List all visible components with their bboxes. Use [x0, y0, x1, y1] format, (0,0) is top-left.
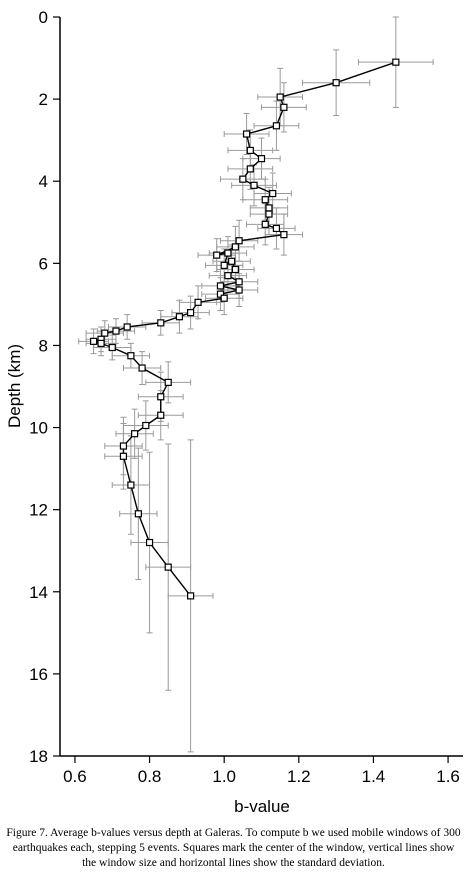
- data-point: [101, 329, 109, 337]
- data-point: [280, 230, 288, 239]
- data-point: [112, 327, 120, 335]
- data-point: [119, 452, 128, 460]
- y-tick-label: 6: [39, 254, 48, 273]
- x-tick-label: 1.0: [212, 767, 236, 786]
- data-point: [187, 309, 195, 317]
- data-point: [265, 210, 273, 218]
- y-tick-label: 10: [29, 419, 48, 438]
- data-point: [97, 339, 105, 347]
- y-axis-label: Depth (km): [5, 344, 24, 428]
- chart: Depth (km) b-value 0 2 4 6 8 10 12 14 16 18 0.6 0.8…: [5, 8, 463, 816]
- data-point: [157, 393, 165, 401]
- data-point: [220, 261, 228, 269]
- data-point: [157, 319, 165, 327]
- y-tick-label: 14: [29, 583, 48, 602]
- data-point: [145, 538, 154, 547]
- data-point: [392, 58, 400, 66]
- x-tick-label: 1.2: [287, 767, 311, 786]
- data-point: [231, 243, 239, 251]
- x-tick-label: 0.6: [63, 767, 87, 786]
- x-tick-label: 1.6: [436, 767, 460, 786]
- data-point: [332, 79, 340, 87]
- data-point: [220, 294, 228, 302]
- data-point: [108, 343, 116, 352]
- data-point: [235, 278, 243, 286]
- data-point: [224, 272, 232, 280]
- data-point: [246, 165, 254, 173]
- y-tick-label: 8: [39, 336, 48, 355]
- data-point: [272, 224, 281, 233]
- data-point: [224, 249, 232, 257]
- data-point: [123, 323, 131, 331]
- caption: Figure 7. Average b-values versus depth …: [6, 827, 461, 869]
- data-point: [231, 265, 239, 274]
- data-point: [272, 122, 281, 130]
- data-point: [131, 430, 139, 438]
- data-point: [280, 103, 288, 111]
- data-point: [213, 251, 221, 259]
- data-point: [175, 313, 184, 321]
- data-point: [164, 563, 172, 571]
- data-point: [138, 364, 146, 372]
- data-point: [127, 352, 135, 360]
- data-point: [235, 237, 243, 245]
- data-point: [250, 181, 258, 189]
- data-point: [261, 196, 269, 204]
- data-point: [216, 290, 225, 298]
- data-point: [164, 378, 172, 386]
- data-point: [89, 337, 98, 345]
- data-point: [242, 130, 251, 138]
- data-point: [119, 442, 128, 450]
- data-point: [269, 189, 277, 198]
- data-point: [194, 298, 202, 306]
- data-point: [134, 510, 142, 518]
- data-point: [261, 220, 269, 228]
- y-tick-label: 0: [39, 8, 48, 27]
- x-axis-label: b-value: [234, 797, 290, 816]
- data-point: [228, 257, 236, 265]
- data-point: [216, 282, 225, 290]
- data-point: [257, 155, 266, 163]
- data-point: [246, 146, 254, 155]
- x-tick-label: 1.4: [362, 767, 386, 786]
- data-point: [239, 175, 247, 183]
- data-point: [265, 204, 273, 212]
- data-point: [157, 411, 165, 419]
- x-tick-label: 0.8: [138, 767, 162, 786]
- data-point: [187, 592, 195, 600]
- y-tick-label: 12: [29, 501, 48, 520]
- y-tick-label: 4: [39, 172, 48, 191]
- data-point: [127, 481, 135, 489]
- y-tick-label: 2: [39, 90, 48, 109]
- data-point: [142, 421, 150, 430]
- data-point: [276, 93, 284, 101]
- y-tick-label: 18: [29, 747, 48, 766]
- data-point: [235, 286, 243, 294]
- y-tick-label: 16: [29, 665, 48, 684]
